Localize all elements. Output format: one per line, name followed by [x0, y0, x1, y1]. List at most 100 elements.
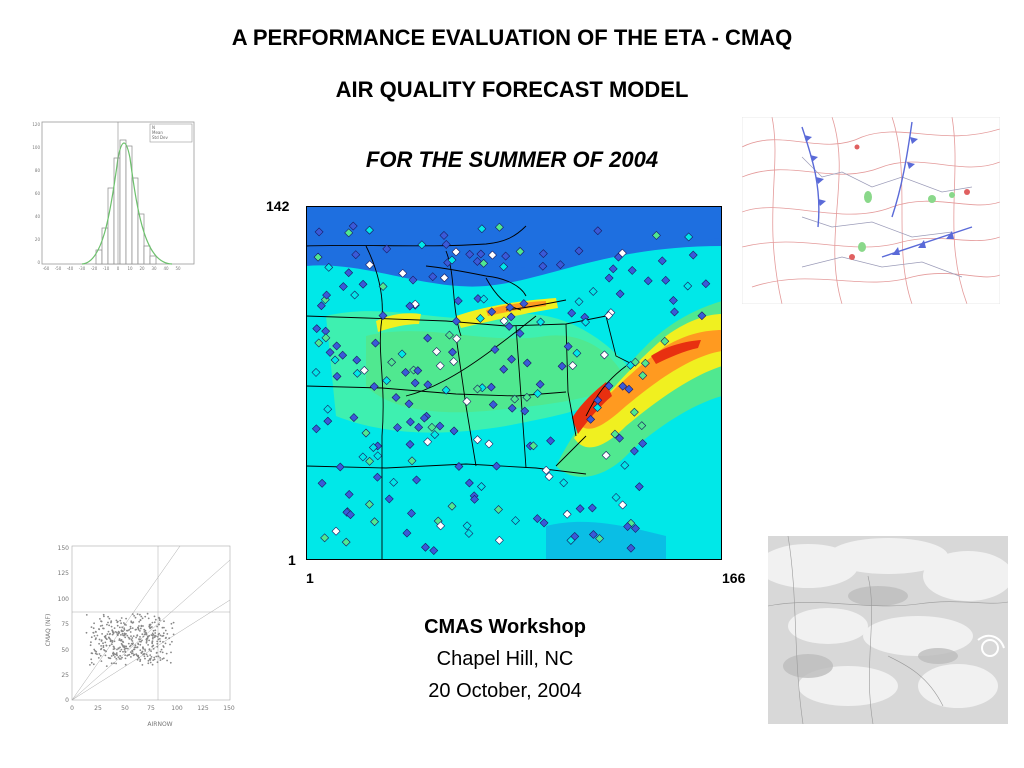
site-marker: [473, 384, 482, 394]
ozone-forecast-map: [306, 206, 722, 560]
site-marker: [407, 508, 416, 518]
scatter-point: [115, 657, 118, 660]
site-marker: [341, 537, 351, 547]
scatter-point: [171, 627, 174, 629]
site-marker: [627, 265, 637, 275]
scatter-point: [164, 637, 167, 639]
site-marker: [321, 333, 331, 343]
scatter-point: [111, 630, 114, 633]
scatter-point: [96, 634, 99, 637]
scatter-point: [126, 629, 129, 632]
site-marker: [670, 307, 679, 317]
site-marker: [430, 430, 440, 440]
scatter-point: [126, 634, 129, 637]
scatter-point: [158, 623, 160, 626]
site-marker: [338, 282, 348, 291]
site-marker: [505, 303, 515, 312]
scatter-point: [90, 658, 93, 661]
scatter-point: [153, 656, 156, 659]
site-marker: [575, 504, 585, 514]
site-marker: [555, 260, 565, 270]
scatter-point: [151, 632, 154, 635]
hist-xtick: -30: [79, 266, 86, 271]
scatter-point: [125, 633, 127, 635]
site-marker: [538, 261, 548, 271]
scatter-point: [136, 634, 139, 637]
scatter-point: [112, 645, 115, 648]
scatter-point: [169, 643, 171, 646]
site-marker: [331, 526, 341, 536]
scatter-point: [131, 627, 134, 629]
scatter-point: [143, 628, 146, 631]
site-marker: [393, 423, 402, 433]
scatter-point: [137, 627, 140, 630]
scatter-point: [108, 624, 110, 627]
hist-ytick: 100: [32, 145, 40, 150]
scatter-point: [144, 615, 147, 618]
scatter-point: [124, 636, 127, 639]
scatter-point: [139, 627, 142, 630]
site-marker: [490, 345, 500, 354]
scatter-point: [109, 640, 112, 643]
scatter-point: [147, 662, 150, 665]
scatter-point: [151, 640, 154, 643]
workshop-name: CMAS Workshop: [424, 616, 586, 638]
site-marker: [657, 256, 667, 266]
scatter-point: [144, 650, 147, 652]
scatter-point: [146, 637, 149, 640]
site-marker: [414, 422, 424, 432]
scatter-point: [85, 631, 88, 634]
scatter-point: [124, 657, 127, 660]
site-marker: [626, 543, 636, 553]
scatter-point: [142, 653, 144, 656]
site-marker: [623, 522, 633, 531]
site-marker: [398, 268, 408, 278]
site-marker: [391, 393, 401, 402]
scatter-point: [152, 659, 155, 661]
scatter-point: [170, 651, 172, 654]
scatter-point: [91, 652, 94, 655]
scatter-point: [123, 645, 126, 648]
hist-xtick: 40: [163, 266, 169, 271]
scatter-point: [127, 636, 130, 639]
site-marker: [536, 317, 546, 327]
site-marker: [494, 222, 504, 232]
scatter-point: [159, 634, 162, 637]
site-marker: [572, 348, 582, 358]
scatter-point: [92, 663, 95, 666]
scatter-point: [89, 664, 91, 666]
scatter-point: [106, 633, 109, 635]
scatter-point: [121, 632, 124, 635]
scatter-point: [136, 613, 139, 615]
site-marker: [435, 361, 445, 371]
scatter-point: [117, 632, 120, 635]
hist-xtick: 30: [151, 266, 157, 271]
scatter-point: [155, 635, 157, 637]
hist-legend-mean: Mean: [152, 130, 163, 135]
site-marker: [454, 462, 464, 471]
scatter-point: [90, 626, 93, 628]
site-marker: [423, 333, 433, 343]
site-marker: [637, 421, 647, 431]
site-marker: [618, 500, 628, 510]
scatter-point: [158, 619, 161, 622]
site-marker: [314, 227, 324, 237]
site-marker: [494, 505, 503, 514]
scatter-point: [142, 625, 144, 627]
site-marker: [344, 489, 354, 499]
site-marker: [638, 439, 648, 448]
scatter-point: [141, 639, 143, 642]
scatter-point: [92, 627, 95, 630]
scatter-xtick: 50: [121, 705, 129, 712]
scatter-point: [97, 657, 100, 659]
site-marker: [338, 350, 348, 360]
scatter-point: [160, 648, 163, 651]
site-marker: [435, 421, 445, 431]
scatter-point: [104, 636, 107, 639]
site-marker: [344, 228, 354, 238]
site-marker: [371, 338, 380, 348]
scatter-point: [108, 617, 111, 620]
scatter-point: [134, 616, 137, 619]
site-marker: [365, 260, 375, 270]
site-marker: [378, 311, 388, 320]
